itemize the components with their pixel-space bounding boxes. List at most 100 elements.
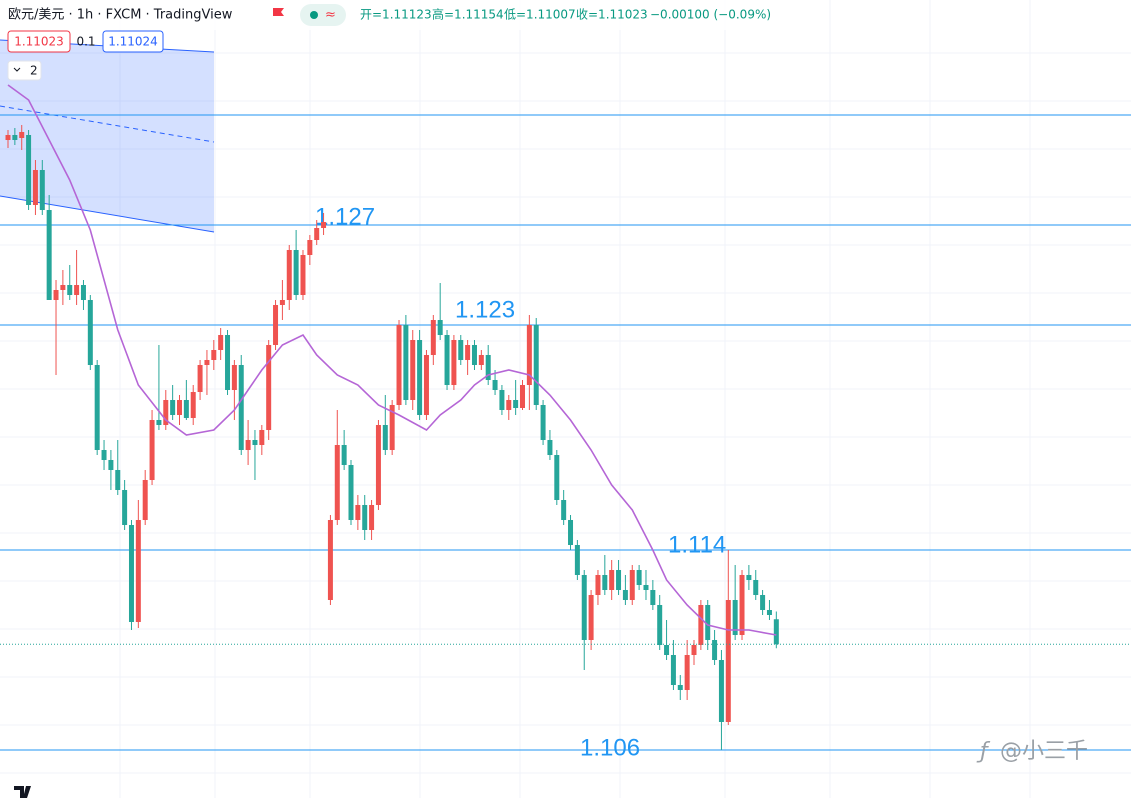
candle-body	[197, 365, 203, 392]
candle-body	[314, 228, 320, 240]
candle-body	[225, 335, 231, 390]
candle-body	[149, 420, 155, 480]
candle-body	[80, 285, 86, 300]
candle-body	[705, 605, 711, 640]
candle-body	[423, 355, 429, 415]
ohlc-low: 低=1.11007	[504, 8, 576, 22]
candle-body	[643, 585, 649, 590]
candle-body	[46, 210, 52, 300]
candle-body	[190, 392, 196, 418]
candle-body	[218, 335, 224, 350]
candle-body	[74, 285, 80, 295]
candle-body	[12, 135, 18, 140]
candle-body	[67, 285, 73, 295]
candle-body	[698, 605, 704, 645]
candle-body	[609, 570, 615, 590]
status-pill[interactable]	[300, 4, 346, 26]
candle-body	[170, 400, 176, 415]
candle-body	[526, 325, 532, 385]
ohlc-open: 开=1.11123	[360, 8, 432, 22]
candle-body	[26, 135, 32, 205]
collapse-button[interactable]	[7, 60, 42, 81]
candle-body	[101, 450, 107, 460]
candle-body	[108, 460, 114, 470]
watermark-logo: ƒ	[976, 739, 991, 764]
candle-body	[94, 365, 100, 450]
candle-body	[135, 520, 141, 622]
candle-body	[760, 595, 766, 610]
candle-body	[163, 400, 169, 425]
candle-body	[5, 135, 11, 140]
candle-body	[677, 685, 683, 690]
ohlc-close: 收=1.11023	[576, 8, 648, 22]
candle-body	[458, 340, 464, 360]
candle-body	[451, 340, 457, 385]
candle-body	[485, 355, 491, 380]
candle-body	[492, 380, 498, 390]
candle-body	[478, 355, 484, 365]
candle-body	[616, 570, 622, 590]
candle-body	[245, 440, 251, 450]
ohlc-high: 高=1.11154	[432, 7, 504, 22]
candle-body	[753, 580, 759, 595]
candle-body	[307, 240, 313, 255]
candle-body	[327, 520, 333, 600]
candle-body	[444, 335, 450, 385]
candle-body	[286, 250, 292, 300]
candle-body	[115, 470, 121, 490]
buy-button[interactable]	[102, 30, 164, 53]
candle-body	[375, 425, 381, 505]
candle-body	[430, 320, 436, 355]
candle-body	[437, 320, 443, 335]
candle-body	[252, 440, 258, 445]
candle-body	[622, 590, 628, 600]
candle-body	[664, 645, 670, 655]
candle-body	[561, 500, 567, 520]
candle-body	[766, 610, 772, 615]
candle-body	[266, 345, 272, 430]
candle-body	[321, 222, 327, 228]
flag-icon[interactable]	[273, 8, 284, 16]
candle-body	[506, 400, 512, 410]
candle-body	[403, 325, 409, 400]
candle-body	[396, 325, 402, 405]
candle-body	[183, 400, 189, 418]
candle-body	[554, 455, 560, 500]
candle-body	[279, 300, 285, 305]
candle-body	[540, 405, 546, 440]
candle-body	[520, 385, 525, 408]
sell-price: 1.11023	[14, 35, 64, 49]
status-icon: ≈	[325, 8, 336, 23]
candle-body	[156, 420, 162, 425]
watermark-text: @小三千	[1000, 739, 1088, 764]
ohlc-change: −0.00100 (−0.09%)	[650, 8, 771, 22]
level-label: 1.106	[580, 734, 640, 761]
candle-body	[718, 660, 724, 722]
candle-body	[684, 655, 690, 690]
header-bg	[0, 0, 770, 30]
candle-body	[471, 345, 477, 365]
candle-body	[259, 430, 265, 445]
candle-body	[204, 360, 210, 365]
candle-body	[334, 445, 340, 520]
candle-body	[773, 619, 779, 645]
candle-body	[293, 250, 299, 295]
tv-logo-shape	[14, 786, 31, 798]
candle-body	[568, 520, 574, 545]
candle-body	[465, 345, 471, 360]
candle-body	[417, 340, 423, 415]
candle-body	[636, 570, 642, 585]
candle-body	[588, 595, 594, 640]
candle-body	[732, 600, 738, 635]
candle-body	[739, 575, 745, 635]
candle-body	[177, 400, 182, 415]
candle-body	[712, 640, 718, 660]
moving-average	[7, 84, 777, 636]
sell-button[interactable]	[7, 30, 71, 53]
candle-body	[32, 170, 38, 205]
candle-body	[670, 655, 676, 685]
